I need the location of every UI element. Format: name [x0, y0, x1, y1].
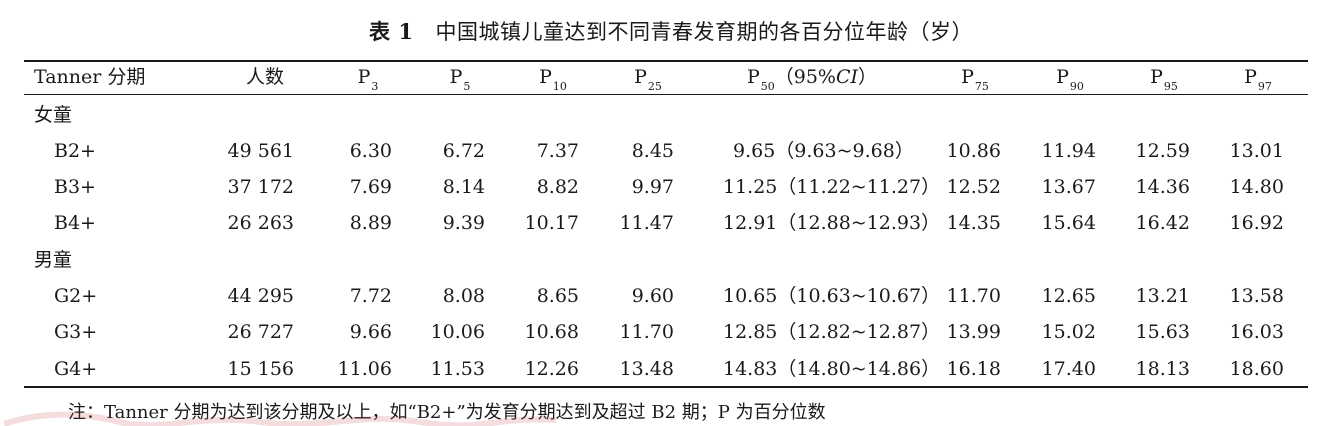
- row-p97: 14.80: [1229, 176, 1284, 198]
- row-count: 26 727: [227, 321, 294, 343]
- row-p95: 16.42: [1135, 212, 1190, 234]
- header-stage: Tanner 分期: [34, 66, 146, 88]
- row-p90: 13.67: [1041, 176, 1096, 198]
- row-p75: 13.99: [946, 321, 1001, 343]
- row-p95: 14.36: [1135, 176, 1190, 198]
- row-p10: 10.17: [524, 212, 579, 234]
- row-p90: 17.40: [1041, 358, 1096, 380]
- table-number: 表 1: [369, 19, 414, 44]
- row-p75: 11.70: [946, 285, 1001, 307]
- row-p10: 7.37: [536, 140, 579, 162]
- row-p75: 16.18: [946, 358, 1001, 380]
- header-p25: P25: [634, 66, 662, 93]
- row-p75: 14.35: [946, 212, 1001, 234]
- row-stage: G3+: [54, 321, 98, 343]
- watermark-graphic: [3, 411, 557, 426]
- row-p5: 9.39: [442, 212, 485, 234]
- row-p3: 6.30: [349, 140, 392, 162]
- row-p97: 18.60: [1229, 358, 1284, 380]
- row-p25: 9.60: [631, 285, 674, 307]
- row-p3: 8.89: [349, 212, 392, 234]
- row-p5: 8.08: [442, 285, 485, 307]
- row-stage: B3+: [54, 176, 96, 198]
- table-title: 中国城镇儿童达到不同青春发育期的各百分位年龄（岁）: [435, 20, 973, 44]
- row-p97: 13.01: [1229, 140, 1284, 162]
- row-p3: 9.66: [349, 321, 392, 343]
- row-p10: 10.68: [524, 321, 579, 343]
- row-p25: 9.97: [631, 176, 674, 198]
- row-p97: 16.03: [1229, 321, 1284, 343]
- row-count: 15 156: [227, 358, 294, 380]
- row-p50: 14.83（14.80~14.86）: [723, 358, 941, 380]
- row-p90: 12.65: [1041, 285, 1096, 307]
- row-stage: G4+: [54, 358, 98, 380]
- row-p95: 15.63: [1135, 321, 1190, 343]
- row-p97: 13.58: [1229, 285, 1284, 307]
- row-p3: 7.69: [349, 176, 392, 198]
- row-p90: 11.94: [1041, 140, 1096, 162]
- header-p10: P10: [539, 66, 567, 93]
- row-p50: 10.65（10.63~10.67）: [723, 285, 941, 307]
- row-stage: B4+: [54, 212, 96, 234]
- group-label-boys: 男童: [34, 249, 73, 271]
- header-rule: [24, 94, 1308, 95]
- row-p25: 8.45: [631, 140, 674, 162]
- row-count: 44 295: [227, 285, 294, 307]
- row-p10: 12.26: [524, 358, 579, 380]
- row-p25: 11.47: [619, 212, 674, 234]
- table-caption: 表 1 中国城镇儿童达到不同青春发育期的各百分位年龄（岁）: [0, 16, 1342, 46]
- row-p5: 10.06: [430, 321, 485, 343]
- watermark-decoration: [0, 408, 560, 426]
- header-p90: P90: [1056, 66, 1084, 93]
- table-footnote: 注：Tanner 分期为达到该分期及以上，如“B2+”为发育分期达到及超过 B2…: [68, 402, 826, 423]
- header-p95: P95: [1150, 66, 1178, 93]
- row-p50: 12.85（12.82~12.87）: [723, 321, 941, 343]
- row-p5: 8.14: [442, 176, 485, 198]
- row-count: 37 172: [227, 176, 294, 198]
- row-p95: 18.13: [1135, 358, 1190, 380]
- row-p97: 16.92: [1229, 212, 1284, 234]
- header-p5: P5: [449, 66, 471, 93]
- row-p10: 8.82: [536, 176, 579, 198]
- row-p75: 10.86: [946, 140, 1001, 162]
- header-count: 人数: [245, 66, 285, 88]
- row-p90: 15.64: [1041, 212, 1096, 234]
- row-p25: 11.70: [619, 321, 674, 343]
- row-stage: B2+: [54, 140, 96, 162]
- row-p3: 7.72: [349, 285, 392, 307]
- row-p10: 8.65: [536, 285, 579, 307]
- header-p50: P50（95%CI）: [746, 66, 878, 93]
- row-p50: 12.91（12.88~12.93）: [723, 212, 941, 234]
- row-p90: 15.02: [1041, 321, 1096, 343]
- top-rule: [24, 60, 1308, 62]
- row-p95: 12.59: [1135, 140, 1190, 162]
- header-p75: P75: [961, 66, 989, 93]
- row-p5: 6.72: [442, 140, 485, 162]
- row-count: 49 561: [227, 140, 294, 162]
- row-p50: 9.65（9.63~9.68）: [733, 140, 914, 162]
- row-p25: 13.48: [619, 358, 674, 380]
- row-p95: 13.21: [1135, 285, 1190, 307]
- row-stage: G2+: [54, 285, 98, 307]
- header-p97: P97: [1244, 66, 1272, 93]
- group-label-girls: 女童: [34, 104, 73, 126]
- row-p5: 11.53: [430, 358, 485, 380]
- header-p3: P3: [357, 66, 379, 93]
- row-p75: 12.52: [946, 176, 1001, 198]
- row-p50: 11.25（11.22~11.27）: [723, 176, 941, 198]
- bottom-rule: [24, 386, 1308, 388]
- row-count: 26 263: [227, 212, 294, 234]
- row-p3: 11.06: [337, 358, 392, 380]
